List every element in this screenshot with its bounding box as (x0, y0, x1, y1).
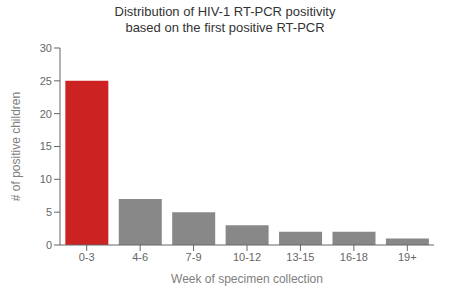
svg-text:30: 30 (40, 42, 52, 54)
svg-text:7-9: 7-9 (186, 251, 202, 263)
svg-text:10-12: 10-12 (233, 251, 261, 263)
html-text:Distribution of HIV-1 RT-PCR p: Distribution of HIV-1 RT-PCR positivity (114, 4, 336, 19)
svg-text:20: 20 (40, 108, 52, 120)
svg-text:13-15: 13-15 (286, 251, 314, 263)
svg-text:19+: 19+ (398, 251, 417, 263)
svg-text:10: 10 (40, 173, 52, 185)
svg-text:0-3: 0-3 (79, 251, 95, 263)
svg-text:0: 0 (46, 239, 52, 251)
svg-text:Week of specimen collection: Week of specimen collection (171, 272, 323, 286)
svg-text:15: 15 (40, 140, 52, 152)
svg-text:16-18: 16-18 (340, 251, 368, 263)
html-text:based on the first positive RT: based on the first positive RT-PCR (125, 20, 325, 35)
svg-text:4-6: 4-6 (132, 251, 148, 263)
svg-text:# of positive children: # of positive children (9, 92, 23, 201)
svg-text:5: 5 (46, 206, 52, 218)
svg-text:25: 25 (40, 75, 52, 87)
